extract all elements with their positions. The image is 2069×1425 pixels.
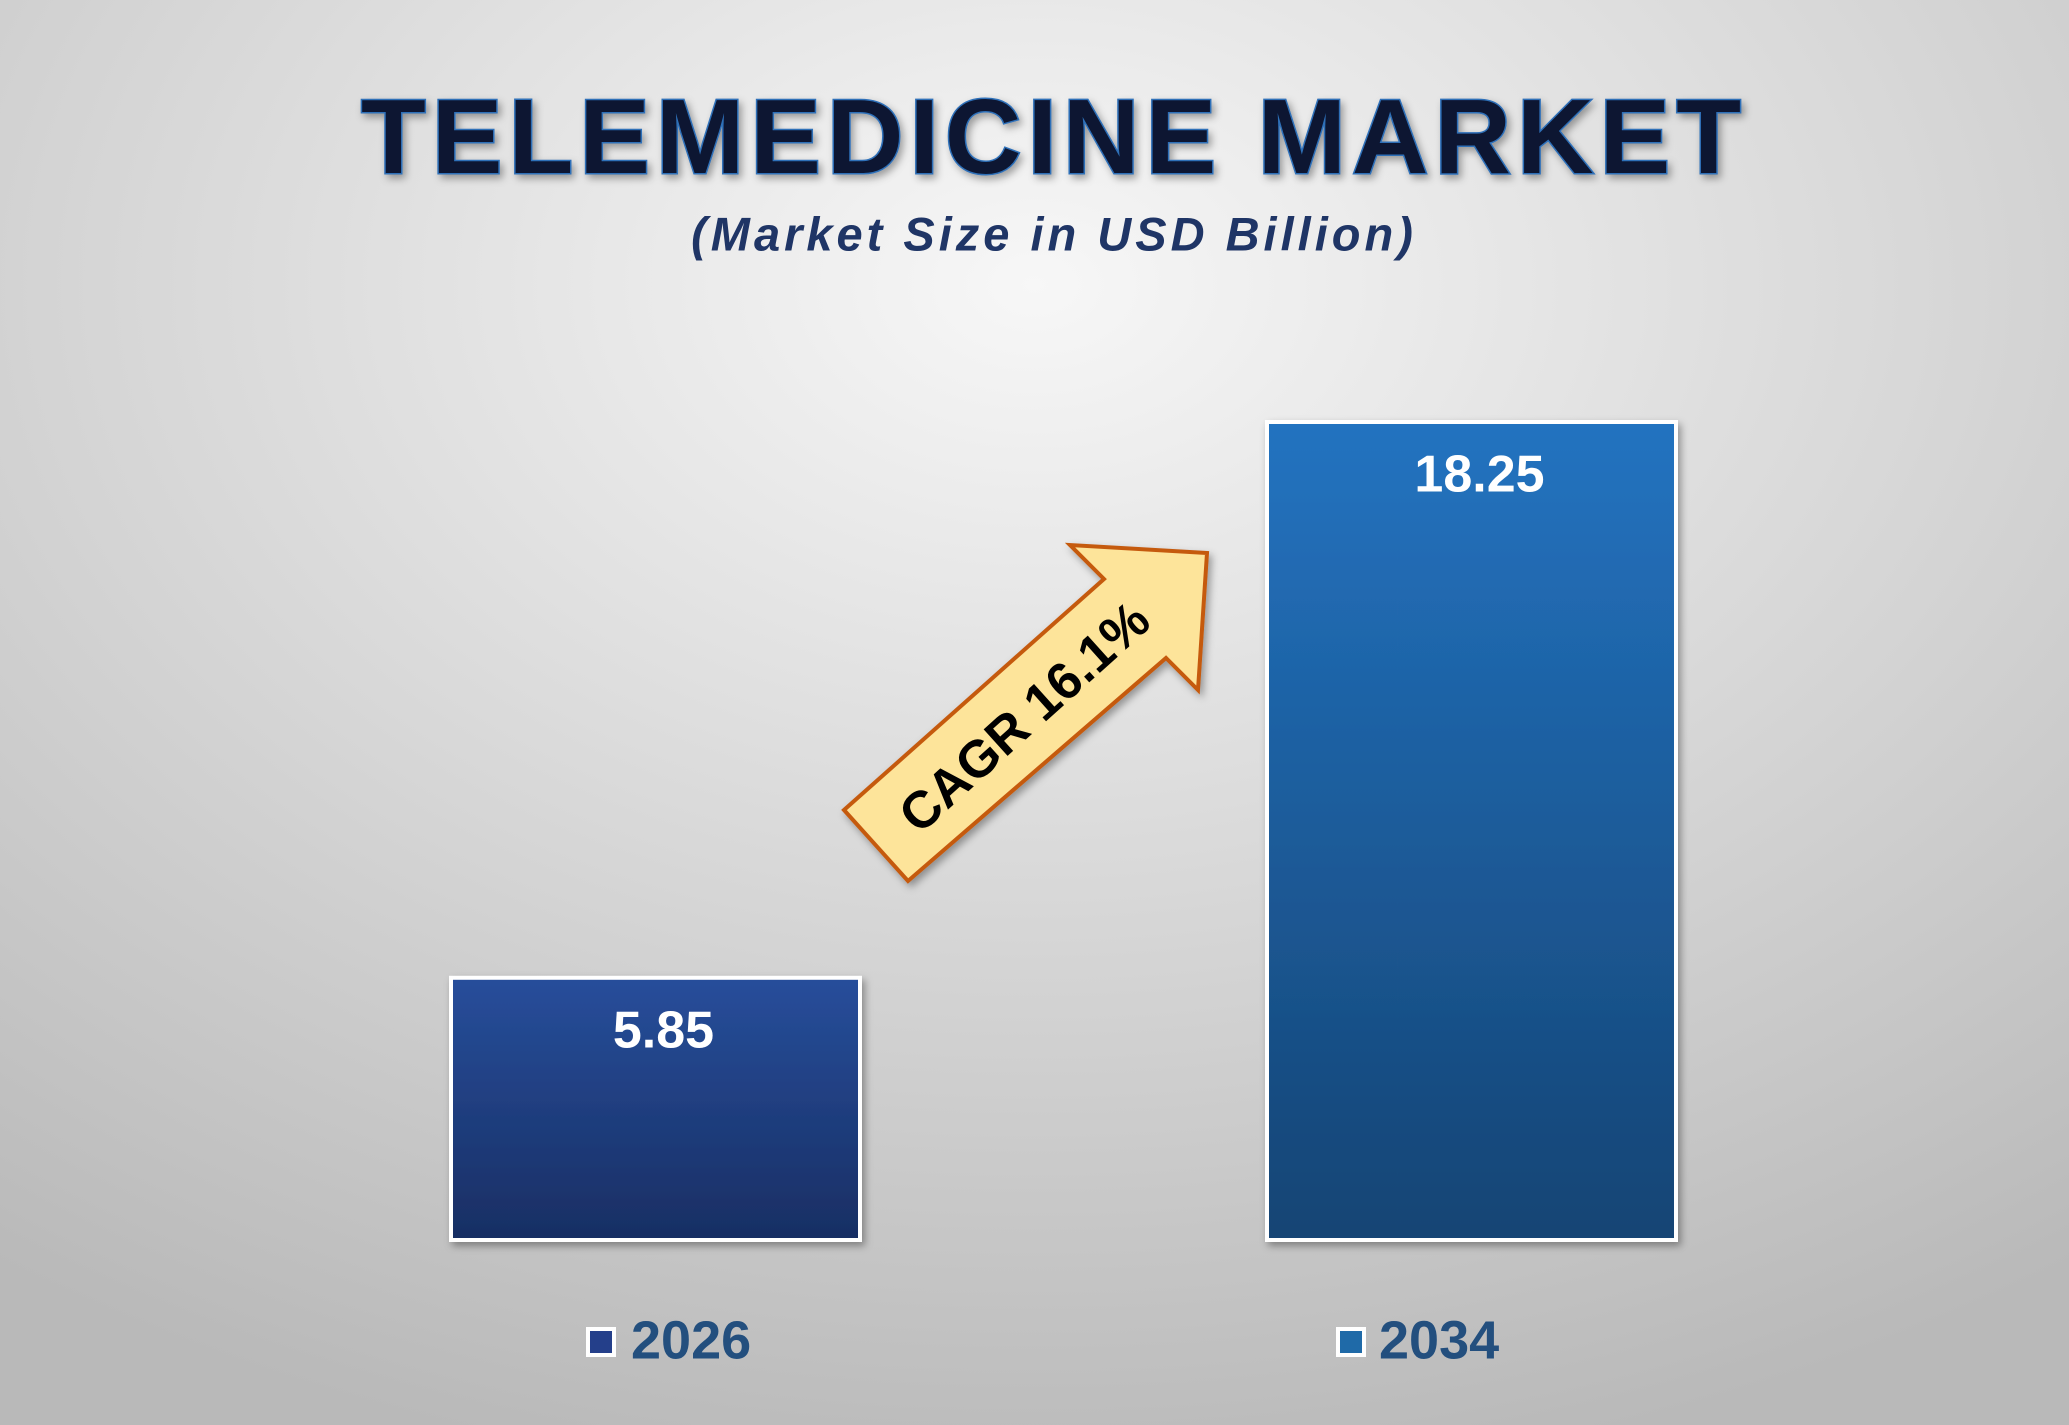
value-label: 18.25 <box>1414 446 1544 504</box>
legend-swatch <box>586 1327 616 1357</box>
legend-label: 2034 <box>1379 1310 1499 1370</box>
legend-swatch <box>1336 1327 1366 1357</box>
chart-subtitle: (Market Size in USD Billion) <box>691 207 1417 260</box>
chart-title: TELEMEDICINE MARKET <box>361 78 1747 196</box>
bar <box>449 975 862 1243</box>
value-label: 5.85 <box>613 1002 714 1060</box>
legend-label: 2026 <box>631 1310 751 1370</box>
bar <box>1265 420 1678 1242</box>
cagr-arrow <box>841 542 1210 884</box>
